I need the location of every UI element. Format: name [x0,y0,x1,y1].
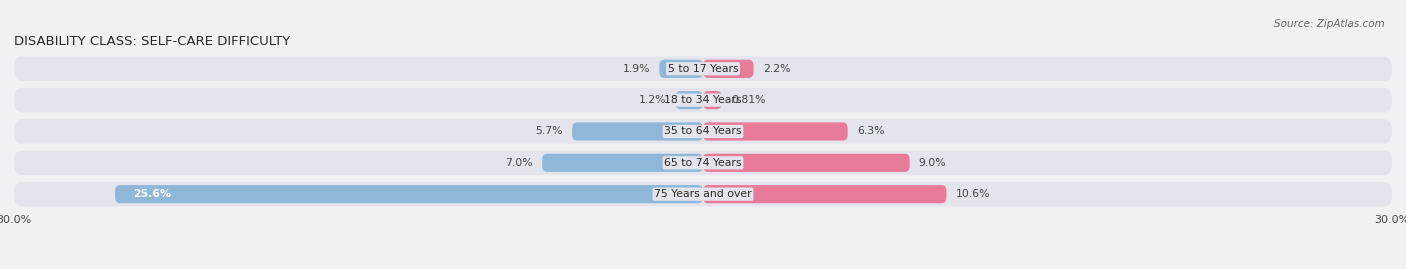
FancyBboxPatch shape [115,185,703,203]
FancyBboxPatch shape [14,88,1392,112]
Text: 75 Years and over: 75 Years and over [654,189,752,199]
FancyBboxPatch shape [703,154,910,172]
Text: 0.81%: 0.81% [731,95,765,105]
FancyBboxPatch shape [543,154,703,172]
FancyBboxPatch shape [703,185,946,203]
Text: 5.7%: 5.7% [536,126,562,136]
Text: 1.9%: 1.9% [623,64,650,74]
Text: 25.6%: 25.6% [134,189,172,199]
Text: 35 to 64 Years: 35 to 64 Years [664,126,742,136]
Text: 2.2%: 2.2% [762,64,790,74]
Text: 6.3%: 6.3% [856,126,884,136]
FancyBboxPatch shape [675,91,703,109]
FancyBboxPatch shape [659,60,703,78]
FancyBboxPatch shape [572,122,703,141]
FancyBboxPatch shape [14,119,1392,144]
FancyBboxPatch shape [703,122,848,141]
Text: 9.0%: 9.0% [920,158,946,168]
Text: 18 to 34 Years: 18 to 34 Years [664,95,742,105]
Text: Source: ZipAtlas.com: Source: ZipAtlas.com [1274,19,1385,29]
Text: DISABILITY CLASS: SELF-CARE DIFFICULTY: DISABILITY CLASS: SELF-CARE DIFFICULTY [14,35,290,48]
Text: 7.0%: 7.0% [505,158,533,168]
FancyBboxPatch shape [14,182,1392,206]
FancyBboxPatch shape [703,91,721,109]
FancyBboxPatch shape [14,151,1392,175]
Text: 5 to 17 Years: 5 to 17 Years [668,64,738,74]
FancyBboxPatch shape [703,60,754,78]
Text: 10.6%: 10.6% [956,189,990,199]
Text: 1.2%: 1.2% [638,95,666,105]
Text: 65 to 74 Years: 65 to 74 Years [664,158,742,168]
FancyBboxPatch shape [14,56,1392,81]
